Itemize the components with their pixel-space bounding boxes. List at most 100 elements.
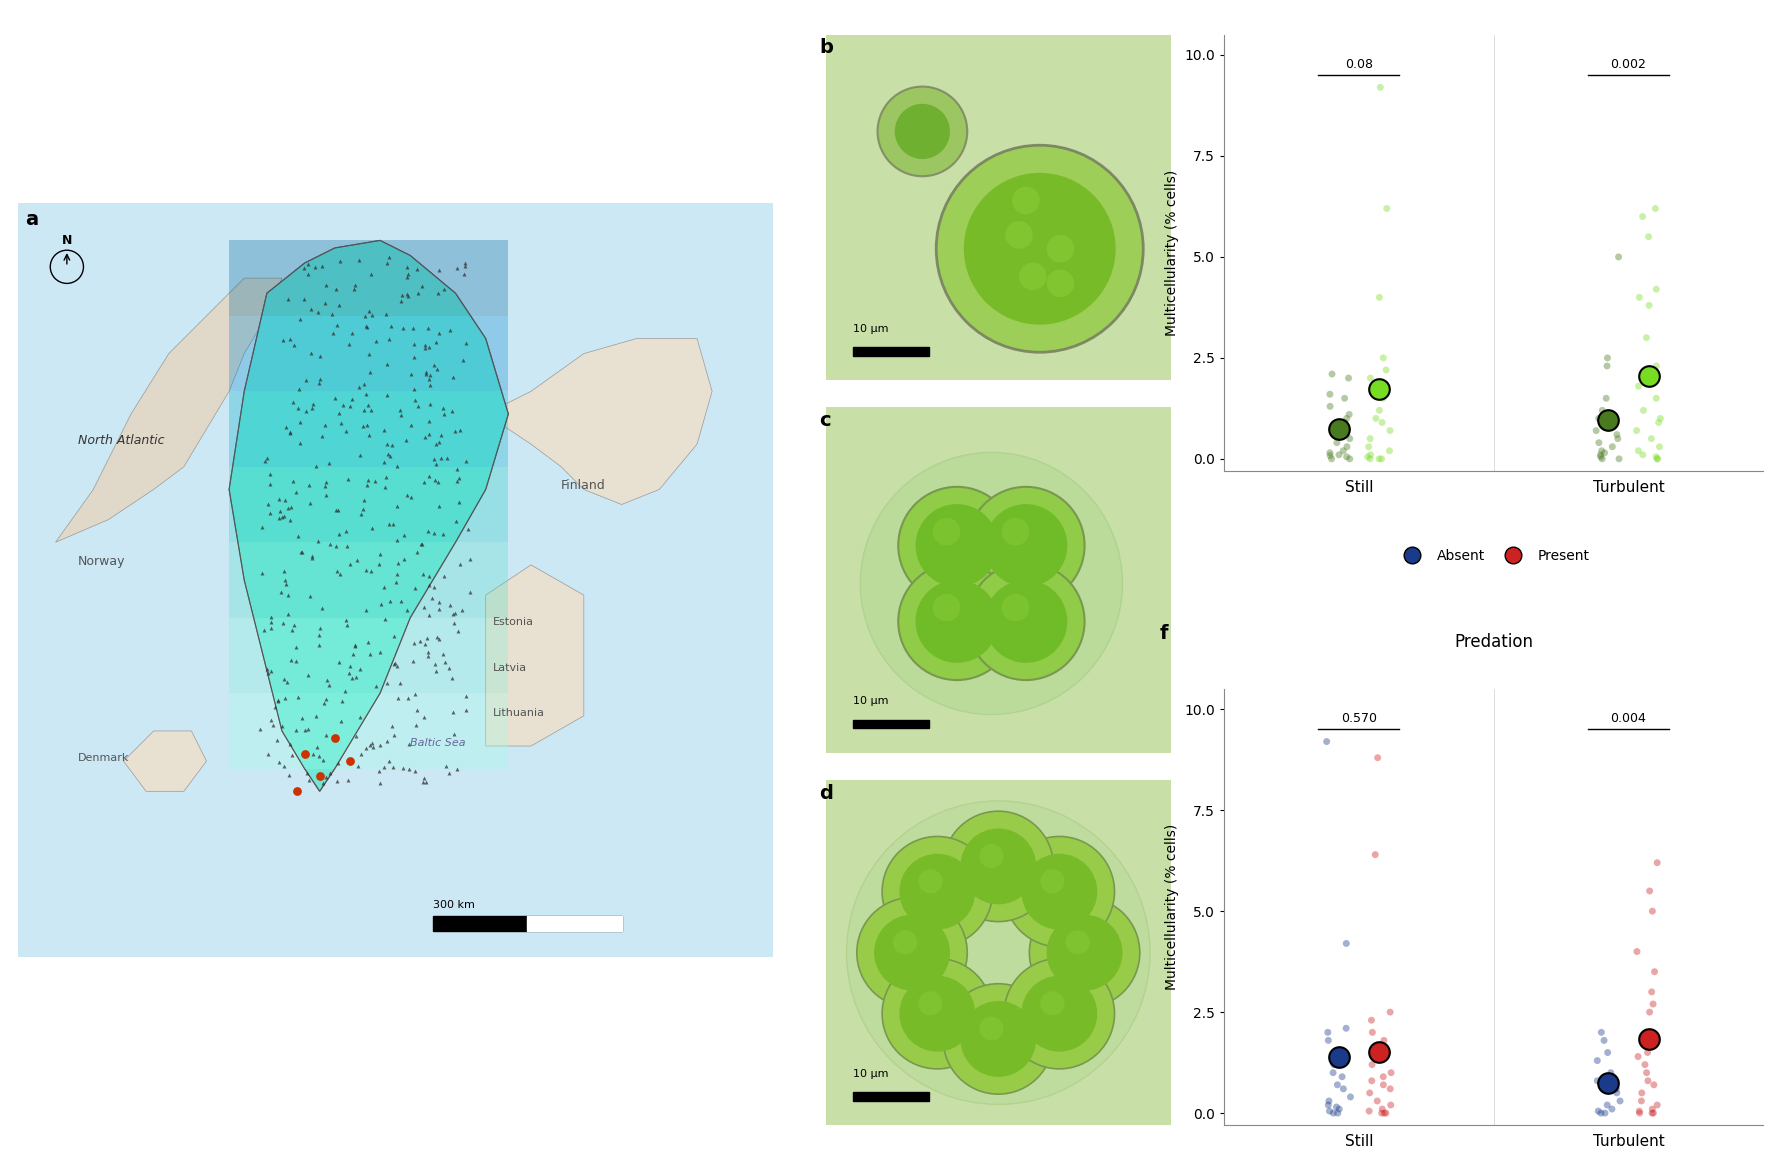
Point <box>449 350 477 369</box>
Point <box>246 719 274 738</box>
Point <box>342 727 370 746</box>
Point <box>283 527 311 545</box>
Polygon shape <box>55 278 281 542</box>
Circle shape <box>897 487 1015 604</box>
Point <box>1595 1067 1623 1086</box>
Point <box>1335 429 1363 448</box>
Point <box>1372 200 1401 218</box>
Point <box>400 391 429 409</box>
Point <box>393 601 422 619</box>
Point <box>310 293 338 312</box>
Point <box>1630 1023 1659 1042</box>
Point <box>274 604 303 623</box>
Point <box>1372 1043 1401 1061</box>
Point <box>326 413 354 432</box>
Point <box>263 691 292 710</box>
Point <box>320 500 349 519</box>
Point <box>279 336 308 355</box>
Point <box>297 343 326 362</box>
Point <box>381 654 409 673</box>
Point <box>1643 450 1671 469</box>
Point <box>1629 1031 1657 1050</box>
Point <box>411 635 440 653</box>
Point <box>440 724 468 742</box>
FancyBboxPatch shape <box>18 203 773 957</box>
Text: Latvia: Latvia <box>493 662 527 673</box>
Point <box>304 532 333 551</box>
Point <box>276 329 304 348</box>
Point <box>269 614 297 632</box>
Circle shape <box>899 854 975 929</box>
Point <box>294 720 322 739</box>
Point <box>420 471 449 490</box>
Text: Norway: Norway <box>78 554 126 568</box>
Polygon shape <box>123 731 206 791</box>
Point <box>310 694 338 712</box>
Point <box>392 486 420 505</box>
Point <box>356 401 384 420</box>
Point <box>440 368 468 386</box>
Point <box>1627 445 1655 464</box>
Point <box>383 456 411 474</box>
Circle shape <box>897 563 1015 680</box>
Point <box>1632 1064 1661 1082</box>
Point <box>312 486 340 505</box>
Point <box>445 420 473 438</box>
Point <box>324 653 352 672</box>
Circle shape <box>943 984 1054 1094</box>
Point <box>417 394 445 413</box>
Point <box>368 421 397 440</box>
Circle shape <box>943 811 1054 921</box>
Point <box>411 363 440 382</box>
Point <box>395 735 424 754</box>
Point <box>383 657 411 675</box>
Point <box>304 636 333 654</box>
Point <box>290 259 319 277</box>
Point <box>287 543 315 561</box>
Point <box>1363 380 1392 399</box>
Point <box>1328 1067 1356 1086</box>
Point <box>415 606 443 624</box>
Point <box>1355 450 1383 469</box>
Point <box>393 266 422 284</box>
Point <box>256 608 285 626</box>
Point <box>336 397 365 415</box>
Bar <box>527 916 621 931</box>
Circle shape <box>933 517 959 545</box>
Point <box>255 664 283 682</box>
Point <box>1367 450 1396 469</box>
Point <box>395 760 424 778</box>
Point <box>299 394 328 413</box>
Text: 300 km: 300 km <box>433 900 475 911</box>
Point <box>271 491 299 509</box>
Point <box>344 757 372 776</box>
Point <box>274 586 303 604</box>
Point <box>1623 1102 1652 1121</box>
Point <box>313 676 342 695</box>
Point <box>1623 288 1652 306</box>
Point <box>1586 445 1614 464</box>
Point <box>374 329 402 348</box>
Text: Finland: Finland <box>561 479 605 493</box>
Point <box>1333 369 1362 387</box>
Text: 0.570: 0.570 <box>1340 712 1376 725</box>
Point <box>1365 78 1394 96</box>
Point <box>1326 418 1355 436</box>
Point <box>409 473 438 492</box>
Point <box>424 496 452 515</box>
Point <box>333 421 361 440</box>
Point <box>1641 389 1670 407</box>
Point <box>1602 429 1630 448</box>
Point <box>376 592 404 610</box>
Point <box>425 449 454 467</box>
Point <box>315 764 344 783</box>
Point <box>331 611 360 630</box>
Point <box>365 761 393 780</box>
Point <box>379 515 408 534</box>
Point <box>271 571 299 589</box>
Point <box>422 455 450 473</box>
Circle shape <box>881 836 991 947</box>
Circle shape <box>894 103 949 159</box>
Point <box>287 434 315 452</box>
Point <box>406 632 434 651</box>
